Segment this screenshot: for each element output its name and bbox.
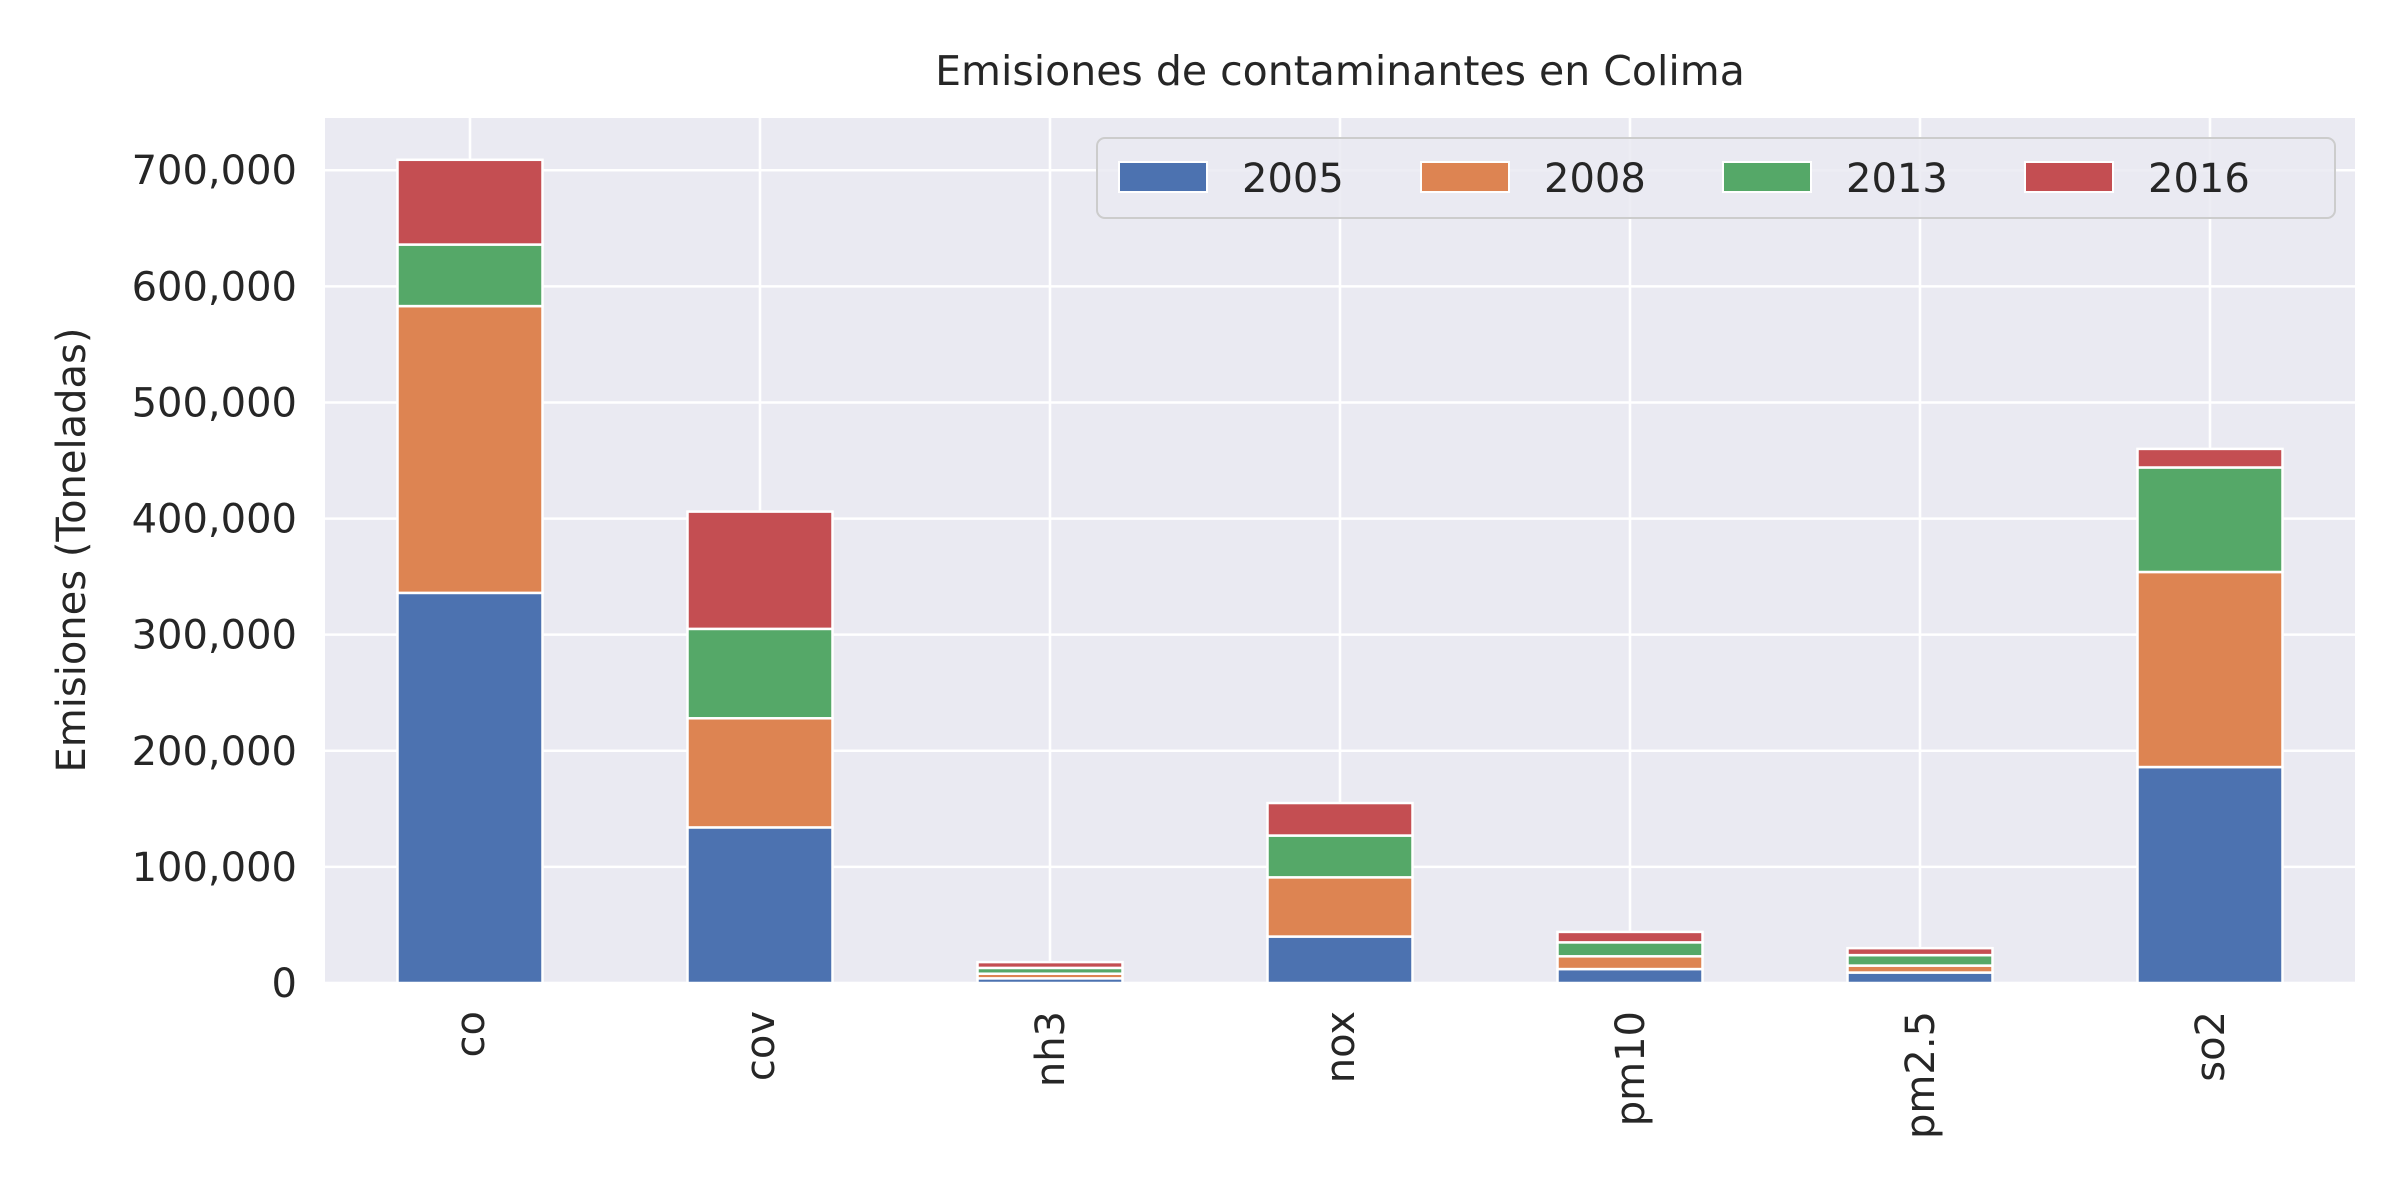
y-tick-label: 500,000 (132, 380, 297, 426)
x-tick-label: cov (738, 1011, 784, 1081)
x-tick-label: pm2.5 (1898, 1011, 1944, 1139)
legend-label-2008: 2008 (1544, 156, 1646, 202)
y-axis-label: Emisiones (Toneladas) (49, 328, 95, 773)
bar-segment-cov-2008 (686, 717, 834, 829)
y-tick-label: 600,000 (132, 264, 297, 310)
x-tick-label: pm10 (1608, 1011, 1654, 1126)
x-tick-label: nh3 (1028, 1011, 1074, 1087)
bar-segment-pm2.5-2005 (1846, 971, 1994, 985)
y-tick-label: 100,000 (132, 845, 297, 891)
legend-label-2016: 2016 (2148, 156, 2250, 202)
bar-segment-nh3-2016 (976, 960, 1124, 970)
chart-title: Emisiones de contaminantes en Colima (935, 47, 1745, 95)
bar-segment-pm10-2005 (1556, 967, 1704, 985)
bar-segment-co-2016 (396, 158, 544, 246)
y-tick-label: 700,000 (132, 148, 297, 194)
legend-frame (1096, 137, 2336, 219)
bar-segment-cov-2016 (686, 510, 834, 631)
bar-segment-co-2005 (396, 591, 544, 985)
legend-swatch-2008 (1420, 161, 1510, 193)
bar-segment-so2-2016 (2136, 447, 2284, 469)
bar-segment-pm10-2008 (1556, 955, 1704, 971)
bar-segment-pm10-2013 (1556, 941, 1704, 958)
bar-segment-pm2.5-2013 (1846, 953, 1994, 967)
x-tick-label: so2 (2188, 1011, 2234, 1082)
legend-label-2013: 2013 (1846, 156, 1948, 202)
bar-segment-pm2.5-2016 (1846, 946, 1994, 957)
legend-label-2005: 2005 (1242, 156, 1344, 202)
bar-segment-nox-2005 (1266, 935, 1414, 985)
bar-segment-nox-2016 (1266, 801, 1414, 837)
y-tick-label: 400,000 (132, 497, 297, 543)
x-tick-labels: co cov nh3 nox pm10 pm2.5 so2 (448, 1011, 2234, 1139)
y-tick-labels: 0 100,000 200,000 300,000 400,000 500,000 600,… (132, 148, 297, 1007)
y-tick-label: 0 (272, 961, 297, 1007)
bar-segment-so2-2008 (2136, 570, 2284, 769)
legend-swatch-2013 (1722, 161, 1812, 193)
bars (396, 158, 2284, 985)
legend-swatch-2016 (2024, 161, 2114, 193)
bar-segment-cov-2013 (686, 627, 834, 720)
legend-swatch-2005 (1118, 161, 1208, 193)
bar-segment-cov-2005 (686, 826, 834, 985)
x-tick-label: co (448, 1011, 494, 1057)
bar-segment-nox-2008 (1266, 876, 1414, 938)
bar-segment-pm10-2016 (1556, 930, 1704, 944)
x-tick-label: nox (1318, 1011, 1364, 1083)
y-tick-label: 300,000 (132, 613, 297, 659)
legend: 2005 2008 2013 2016 (1096, 137, 2336, 219)
bar-segment-so2-2013 (2136, 466, 2284, 574)
bar-segment-co-2013 (396, 243, 544, 308)
bar-segment-so2-2005 (2136, 765, 2284, 985)
y-tick-label: 200,000 (132, 729, 297, 775)
bar-segment-nox-2013 (1266, 834, 1414, 879)
bar-segment-co-2008 (396, 304, 544, 595)
